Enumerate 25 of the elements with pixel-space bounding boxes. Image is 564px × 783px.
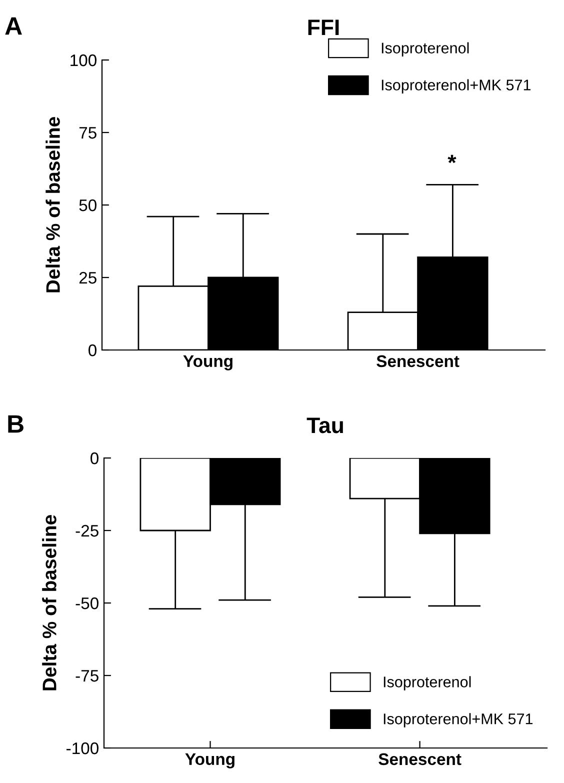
- y-tick-label: 100: [70, 54, 96, 66]
- y-tick-label: -50: [76, 597, 98, 610]
- x-tick-label: Young: [183, 355, 232, 370]
- y-tick-label: -75: [76, 670, 98, 682]
- y-tick-label: 25: [79, 272, 96, 284]
- legend-label: Isoproterenol: [382, 42, 469, 56]
- y-axis-title: Delta % of baseline: [46, 117, 60, 292]
- annotation: *: [448, 154, 456, 164]
- y-tick-label: -25: [76, 524, 98, 537]
- y-axis-title: Delta % of baseline: [42, 515, 56, 690]
- x-tick-label: Young: [185, 753, 234, 768]
- y-tick-label: 0: [88, 344, 96, 356]
- y-tick-label: 50: [79, 199, 96, 212]
- chart-title: Tau: [306, 418, 343, 434]
- x-tick-label: Senescent: [378, 753, 462, 766]
- y-tick-label: 0: [90, 452, 98, 464]
- legend-label: Isoproterenol: [384, 676, 471, 690]
- legend-label: Isoproterenol+MK 571: [384, 713, 533, 728]
- x-tick-label: Senescent: [376, 355, 460, 368]
- legend-label: Isoproterenol+MK 571: [382, 79, 531, 94]
- y-tick-label: 75: [79, 127, 96, 139]
- chart-title: FFI: [308, 20, 339, 35]
- y-tick-label: -100: [66, 742, 98, 754]
- text: B: [8, 415, 24, 433]
- text: A: [5, 17, 22, 35]
